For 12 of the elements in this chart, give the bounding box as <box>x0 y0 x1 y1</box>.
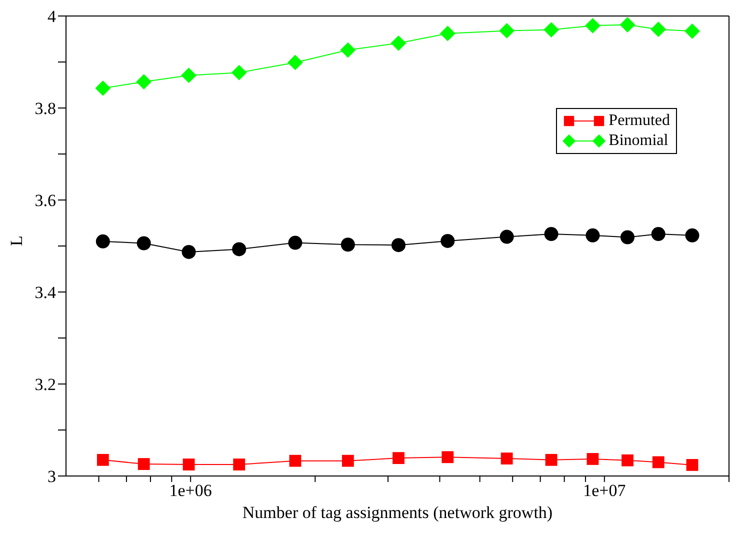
x-axis-title: Number of tag assignments (network growth) <box>242 503 553 522</box>
y-tick-label: 3 <box>48 467 56 486</box>
y-axis-title: L <box>7 236 26 246</box>
y-tick-label: 4 <box>48 7 56 26</box>
y-tick-label: 3.6 <box>34 191 56 210</box>
x-tick-label: 1e+06 <box>169 481 212 500</box>
y-tick-label: 3.8 <box>34 99 56 118</box>
y-tick-label: 3.2 <box>34 375 56 394</box>
legend-label: Binomial <box>608 132 668 150</box>
x-tick-label: 1e+07 <box>583 481 626 500</box>
y-tick-label: 3.4 <box>34 283 56 302</box>
legend-label: Permuted <box>608 112 670 130</box>
